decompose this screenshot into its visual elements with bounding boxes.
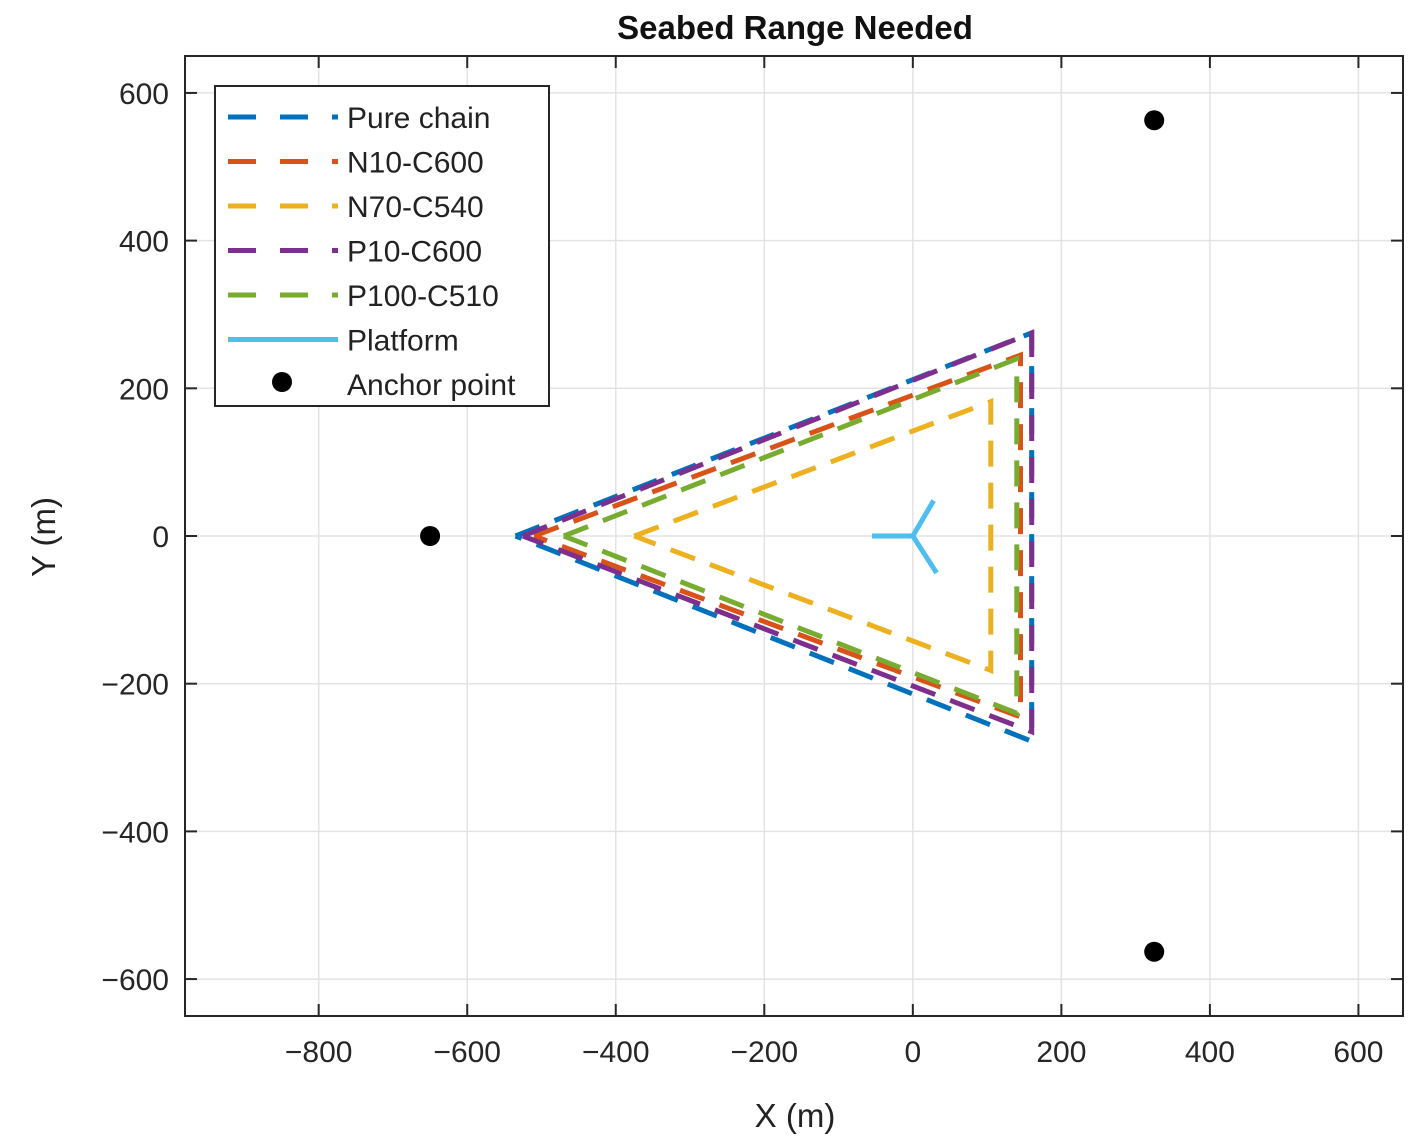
legend-entry-n10-c600: N10-C600 xyxy=(228,147,484,180)
x-tick-label: −400 xyxy=(582,1036,650,1069)
legend-label: P100-C510 xyxy=(347,280,499,313)
y-tick-label: −600 xyxy=(101,964,169,997)
grid-lines xyxy=(185,56,1403,1016)
anchor-point xyxy=(1144,110,1165,131)
x-tick-label: 600 xyxy=(1333,1036,1383,1069)
x-tick-label: 0 xyxy=(904,1036,921,1069)
anchor-points-layer xyxy=(420,110,1165,962)
legend-entry-p10-c600: P10-C600 xyxy=(228,236,482,269)
series-platform xyxy=(871,499,939,575)
legend-label: Platform xyxy=(347,325,459,358)
series-layer xyxy=(514,329,1035,745)
chart-title: Seabed Range Needed xyxy=(617,9,973,46)
legend-label: Anchor point xyxy=(347,369,516,402)
y-tick-label: −200 xyxy=(101,669,169,702)
x-tick-label: 400 xyxy=(1185,1036,1235,1069)
y-axis-label: Y (m) xyxy=(25,497,62,577)
legend-entry-platform: Platform xyxy=(228,325,459,358)
anchor-point xyxy=(420,526,441,546)
axis-ticks: −800 −600 −400 −200 0 200 400 600 600 400 200 0 −200… xyxy=(101,56,1403,1069)
x-tick-label: −800 xyxy=(285,1036,353,1069)
legend: Pure chain N10-C600 N70-C540 P10-C600 P100-C… xyxy=(214,85,550,407)
legend-entry-p100-c510: P100-C510 xyxy=(228,280,499,313)
anchor-point xyxy=(1144,941,1165,962)
y-tick-label: 400 xyxy=(119,226,169,259)
legend-box xyxy=(214,85,550,407)
y-tick-label: 600 xyxy=(119,78,169,111)
x-axis-label: X (m) xyxy=(755,1097,836,1134)
legend-label: Pure chain xyxy=(347,102,490,135)
y-tick-label: −400 xyxy=(101,816,169,849)
legend-label: N70-C540 xyxy=(347,191,484,224)
x-tick-label: −600 xyxy=(433,1036,501,1069)
legend-entry-n70-c540: N70-C540 xyxy=(228,191,484,224)
legend-label: P10-C600 xyxy=(347,236,482,269)
legend-marker xyxy=(272,372,292,392)
platform-leg xyxy=(910,499,936,538)
series-p10-c600 xyxy=(521,329,1035,736)
x-tick-label: 200 xyxy=(1036,1036,1086,1069)
y-tick-label: 200 xyxy=(119,373,169,406)
legend-entry-pure-chain: Pure chain xyxy=(228,102,490,135)
legend-label: N10-C600 xyxy=(347,147,484,180)
series-n10-c600 xyxy=(533,351,1023,721)
legend-entry-anchor-point: Anchor point xyxy=(272,369,516,402)
series-n70-c540 xyxy=(633,397,994,675)
x-tick-label: −200 xyxy=(731,1036,799,1069)
platform-leg xyxy=(910,534,939,575)
y-tick-label: 0 xyxy=(152,521,169,554)
